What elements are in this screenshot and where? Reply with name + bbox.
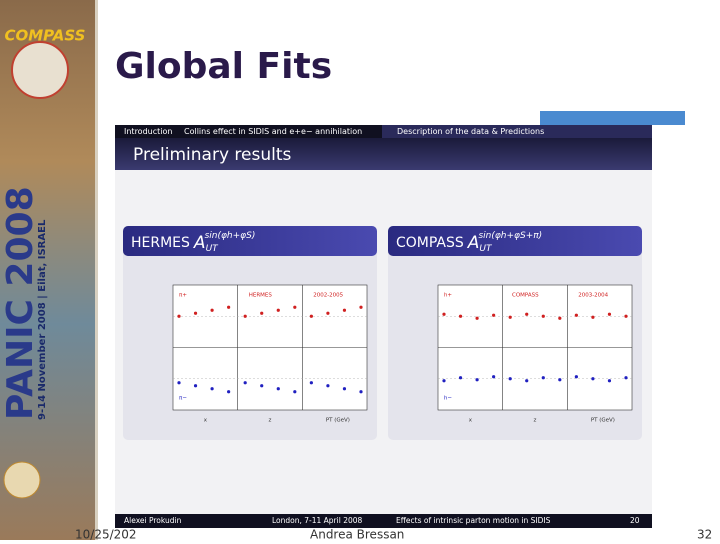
plot-label: z xyxy=(534,418,537,424)
plot-point xyxy=(475,316,479,320)
plot-point xyxy=(227,390,231,394)
plot-point xyxy=(293,305,297,309)
logo-compass xyxy=(11,41,69,99)
panel-title: COMPASS AUT sin(φh+φS+π) xyxy=(396,231,542,254)
plot-point xyxy=(558,378,562,382)
plot-point xyxy=(607,379,612,383)
plot-point xyxy=(276,308,280,312)
plot-label: 2003-2004 xyxy=(578,293,608,299)
plot-point xyxy=(243,314,247,318)
panel-header xyxy=(123,226,377,256)
plot-label: COMPASS xyxy=(512,293,539,299)
plot-label: PT (GeV) xyxy=(591,418,615,424)
plot-point xyxy=(574,313,578,317)
plot-point xyxy=(276,387,280,391)
plot-point xyxy=(309,314,313,318)
plot-point xyxy=(293,390,297,394)
plot-point xyxy=(541,376,545,380)
plot-point xyxy=(260,311,264,315)
slide-title: Global Fits xyxy=(115,46,332,87)
plot-label: z xyxy=(269,418,272,424)
panel-title-part: COMPASS xyxy=(396,235,464,251)
plot-point xyxy=(442,312,446,316)
plot-point xyxy=(624,314,628,318)
panel-header xyxy=(388,226,642,256)
nav-item: Introduction xyxy=(124,127,172,136)
nav-item: Description of the data & Predictions xyxy=(397,127,544,136)
plot-point xyxy=(210,387,214,391)
plot-label: 2002-2005 xyxy=(313,293,343,299)
inner-footer xyxy=(115,514,652,528)
plot-point xyxy=(492,375,496,379)
plot-label: π+ xyxy=(179,293,187,299)
plot-point xyxy=(193,311,198,315)
plot-label: x xyxy=(204,418,208,424)
plot-point xyxy=(458,376,463,380)
inner-author: Alexei Prokudin xyxy=(124,516,182,525)
plot-point xyxy=(541,314,545,318)
panel-title-part: HERMES xyxy=(131,235,190,251)
sidebar-edge xyxy=(95,0,98,540)
logo-text: COMPASS xyxy=(5,27,86,45)
plot-point xyxy=(227,305,231,309)
inner-page: 20 xyxy=(630,516,640,525)
panel-title-part: A xyxy=(193,233,206,253)
plot-point xyxy=(342,308,347,312)
plot-point xyxy=(442,379,446,383)
plot-label: h+ xyxy=(444,293,452,299)
plot-point xyxy=(508,377,512,381)
plot-point xyxy=(210,308,214,312)
panel-title: HERMES AUT sin(φh+φS) xyxy=(131,231,255,254)
plot-point xyxy=(574,375,578,379)
plot-point xyxy=(260,384,264,388)
plot-point xyxy=(492,313,496,317)
plot-point xyxy=(326,311,330,315)
plot-label: x xyxy=(469,418,473,424)
conference-logo xyxy=(3,461,41,499)
panel-title-part: UT xyxy=(206,244,220,254)
plot-point xyxy=(607,312,612,316)
plot-point xyxy=(458,314,463,318)
plot-point xyxy=(193,384,198,388)
panel-title-part: sin(φh+φS+π) xyxy=(478,231,542,241)
plot-point xyxy=(591,315,595,319)
inner-event: London, 7-11 April 2008 xyxy=(272,516,363,525)
plot-label: HERMES xyxy=(249,293,273,299)
plot-point xyxy=(326,384,330,388)
plot-point xyxy=(525,379,529,383)
plot-point xyxy=(177,381,181,385)
plot-point xyxy=(475,378,479,382)
footer-date: 10/25/202 xyxy=(75,528,137,541)
panel-title-part: A xyxy=(467,233,480,253)
accent-bar xyxy=(540,111,685,125)
nav-item: Collins effect in SIDIS and e+e− annihil… xyxy=(184,127,362,136)
inner-heading-bar xyxy=(115,138,652,170)
plot-point xyxy=(525,312,529,316)
plot-point xyxy=(342,387,347,391)
plot-point xyxy=(558,316,562,320)
conference-dates: 9-14 November 2008 | Eilat, ISRAEL xyxy=(37,219,48,420)
plot-label: PT (GeV) xyxy=(326,418,350,424)
inner-talk: Effects of intrinsic parton motion in SI… xyxy=(396,516,551,525)
inner-heading: Preliminary results xyxy=(133,145,291,165)
conference-name: PANIC 2008 xyxy=(0,186,41,420)
plot-point xyxy=(243,381,247,385)
panel-title-part: sin(φh+φS) xyxy=(205,231,256,241)
plot-point xyxy=(624,376,628,380)
plot-point xyxy=(359,390,363,394)
plot-point xyxy=(508,315,512,319)
footer-presenter: Andrea Bressan xyxy=(310,528,404,541)
plot-point xyxy=(177,314,181,318)
plot-label: π− xyxy=(179,396,187,402)
plot-point xyxy=(591,377,595,381)
inner-nav-active xyxy=(382,125,652,138)
plot-point xyxy=(309,381,313,385)
panel-title-part: UT xyxy=(479,244,493,254)
plot-label: h− xyxy=(444,396,452,402)
footer-page: 32 xyxy=(697,528,712,541)
plot-point xyxy=(359,305,363,309)
